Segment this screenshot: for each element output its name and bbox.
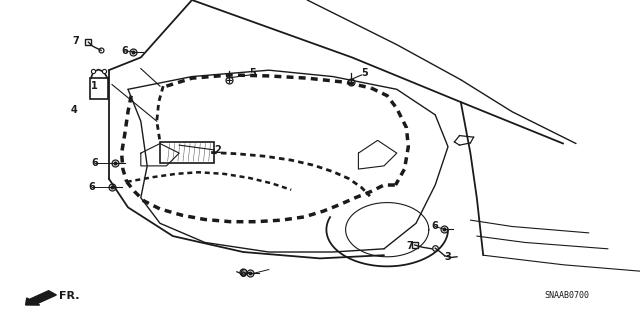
Text: 5: 5 [250, 68, 256, 78]
Text: FR.: FR. [59, 291, 79, 301]
Text: 6: 6 [432, 221, 438, 232]
Text: 3: 3 [445, 252, 451, 262]
Text: 5: 5 [362, 68, 368, 78]
Text: 4: 4 [70, 105, 77, 115]
Text: 6: 6 [88, 182, 95, 192]
Text: 7: 7 [72, 36, 79, 47]
Text: 2: 2 [214, 145, 221, 155]
Text: 6: 6 [240, 269, 246, 279]
Bar [90, 78, 108, 99]
Text: 1: 1 [92, 81, 98, 91]
Text: SNAAB0700: SNAAB0700 [544, 291, 589, 300]
Text: 7: 7 [406, 241, 413, 251]
Text: 6: 6 [122, 46, 128, 56]
FancyArrow shape [26, 291, 56, 305]
Text: 6: 6 [92, 158, 98, 168]
